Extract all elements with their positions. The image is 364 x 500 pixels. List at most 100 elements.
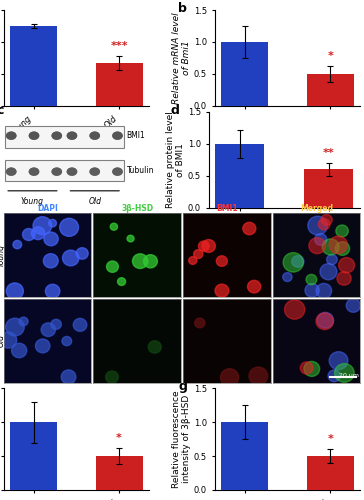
Circle shape — [43, 254, 58, 268]
Circle shape — [306, 274, 317, 284]
Ellipse shape — [51, 132, 62, 140]
Circle shape — [132, 254, 148, 268]
Circle shape — [346, 298, 360, 312]
Circle shape — [61, 370, 76, 384]
Title: BMI1: BMI1 — [216, 204, 238, 212]
Circle shape — [336, 225, 348, 237]
Circle shape — [44, 232, 58, 246]
Circle shape — [33, 216, 52, 234]
Text: *: * — [327, 434, 333, 444]
Bar — [307, 456, 354, 490]
Ellipse shape — [51, 168, 62, 176]
Ellipse shape — [6, 132, 16, 140]
Circle shape — [329, 236, 348, 254]
Circle shape — [46, 284, 60, 298]
Circle shape — [51, 320, 62, 330]
Circle shape — [13, 240, 21, 249]
Circle shape — [23, 228, 35, 240]
Circle shape — [198, 241, 209, 251]
Ellipse shape — [67, 168, 77, 176]
Y-axis label: Relative mRNA level
of Bmi1: Relative mRNA level of Bmi1 — [172, 12, 191, 104]
Circle shape — [189, 256, 197, 264]
Ellipse shape — [29, 168, 39, 176]
Circle shape — [62, 336, 72, 345]
Circle shape — [194, 250, 203, 258]
Ellipse shape — [112, 132, 123, 140]
Circle shape — [41, 323, 55, 336]
Ellipse shape — [29, 168, 39, 176]
Circle shape — [118, 278, 126, 285]
Circle shape — [106, 371, 118, 383]
Text: g: g — [178, 380, 187, 394]
Circle shape — [327, 254, 337, 264]
Circle shape — [335, 242, 350, 256]
Ellipse shape — [6, 132, 16, 140]
Circle shape — [195, 318, 205, 328]
Title: 3β-HSD: 3β-HSD — [121, 204, 153, 212]
Circle shape — [283, 252, 304, 272]
Bar — [96, 456, 143, 490]
Y-axis label: Relative protein level
of BMI1: Relative protein level of BMI1 — [166, 111, 185, 208]
Bar — [5, 160, 123, 181]
Circle shape — [0, 332, 17, 348]
Bar — [215, 144, 264, 208]
Circle shape — [318, 218, 330, 230]
Circle shape — [304, 362, 320, 376]
Text: Tubulin: Tubulin — [127, 166, 154, 175]
Circle shape — [316, 284, 332, 298]
Ellipse shape — [6, 168, 16, 176]
Circle shape — [215, 284, 229, 297]
Ellipse shape — [90, 168, 100, 176]
Bar — [221, 42, 268, 106]
Text: *: * — [327, 52, 333, 62]
Text: Young: Young — [21, 197, 44, 206]
Bar — [305, 169, 353, 207]
Bar — [307, 74, 354, 106]
Circle shape — [328, 370, 340, 382]
Ellipse shape — [90, 132, 100, 140]
Circle shape — [6, 283, 23, 300]
Circle shape — [339, 258, 355, 273]
Ellipse shape — [29, 132, 39, 140]
Bar — [221, 422, 268, 490]
Bar — [96, 63, 143, 106]
Circle shape — [19, 317, 28, 326]
Ellipse shape — [51, 168, 62, 176]
Circle shape — [216, 256, 228, 266]
Y-axis label: Relative fluorescence
intensity of 3β-HSD: Relative fluorescence intensity of 3β-HS… — [172, 390, 191, 488]
Ellipse shape — [51, 132, 62, 140]
Y-axis label: Old: Old — [0, 334, 5, 347]
Circle shape — [316, 313, 333, 330]
Circle shape — [335, 364, 354, 382]
Circle shape — [12, 343, 27, 357]
Circle shape — [309, 238, 325, 254]
Circle shape — [308, 216, 328, 235]
Circle shape — [321, 214, 332, 225]
Circle shape — [248, 280, 261, 293]
Circle shape — [292, 256, 304, 268]
Circle shape — [202, 240, 215, 252]
Text: BMI1: BMI1 — [127, 131, 145, 140]
Bar — [5, 126, 123, 148]
Circle shape — [320, 264, 337, 280]
Circle shape — [148, 341, 161, 353]
Ellipse shape — [67, 168, 77, 176]
Circle shape — [221, 368, 239, 386]
Ellipse shape — [6, 168, 16, 176]
Ellipse shape — [67, 132, 77, 140]
Circle shape — [5, 318, 24, 336]
Circle shape — [110, 223, 118, 230]
Circle shape — [35, 339, 50, 353]
Ellipse shape — [112, 168, 123, 176]
Y-axis label: Young: Young — [0, 244, 5, 266]
Ellipse shape — [67, 132, 77, 140]
Circle shape — [49, 220, 56, 227]
Ellipse shape — [90, 132, 100, 140]
Circle shape — [127, 235, 134, 242]
Text: ***: *** — [110, 41, 128, 51]
Circle shape — [285, 300, 305, 319]
Circle shape — [305, 284, 319, 297]
Bar — [10, 26, 57, 106]
Circle shape — [300, 362, 313, 374]
Ellipse shape — [112, 168, 123, 176]
